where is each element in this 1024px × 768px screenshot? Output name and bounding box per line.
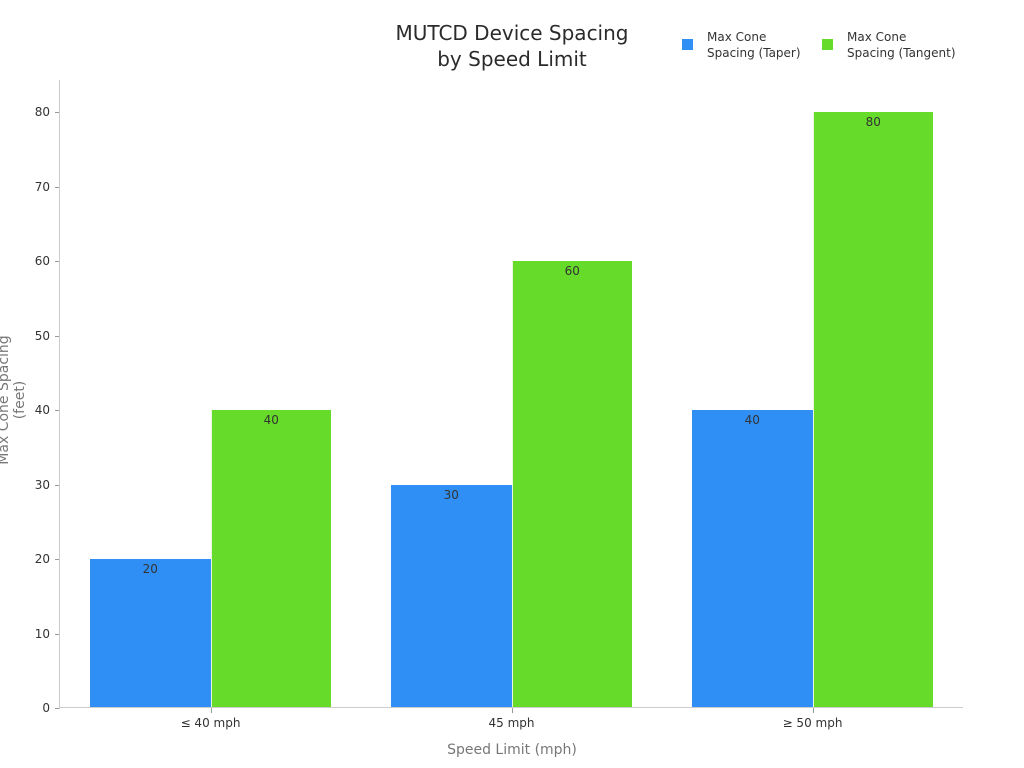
y-tick-label: 10 [34,626,50,641]
legend-label-taper: Max Cone Spacing (Taper) [707,30,801,60]
y-tick-label: 0 [42,701,50,715]
legend-swatch-tangent [822,39,833,50]
y-tick-mark [55,633,60,635]
x-tick-mark [511,708,513,713]
bar-tangent[interactable]: 60 [511,261,632,708]
bar-value-label: 40 [263,413,279,427]
y-tick-mark [55,335,60,337]
y-tick-label: 30 [34,477,50,492]
y-tick: 40 [0,403,60,417]
legend-swatch-taper [682,39,693,50]
y-tick: 70 [0,180,60,194]
y-tick: 50 [0,329,60,343]
x-axis-line [59,707,963,708]
y-tick-label: 60 [34,254,50,268]
y-tick-label: 50 [34,328,50,343]
bar-tangent[interactable]: 80 [812,112,933,708]
x-axis-title: Speed Limit (mph) [447,742,577,758]
y-tick-label: 40 [34,403,50,417]
y-tick: 10 [0,627,60,641]
y-axis-title: Max Cone Spacing (feet) [0,335,28,465]
y-tick-label: 80 [34,105,50,119]
y-tick-mark [55,186,60,188]
y-tick: 0 [0,701,60,715]
bar-taper[interactable]: 40 [692,410,813,708]
legend-item-taper[interactable]: Max Cone Spacing (Taper) [682,29,801,61]
chart-title: MUTCD Device Spacing by Speed Limit [362,20,662,72]
y-tick-mark [55,708,60,709]
y-tick: 80 [0,105,60,119]
x-tick-mark [210,708,212,713]
legend-label-tangent: Max Cone Spacing (Tangent) [847,30,956,60]
legend-item-tangent[interactable]: Max Cone Spacing (Tangent) [822,29,956,61]
bar-tangent[interactable]: 40 [210,410,331,708]
bar-taper[interactable]: 30 [391,484,512,708]
y-tick-label: 20 [34,552,50,566]
bar-value-label: 60 [564,264,580,278]
y-axis-line [59,80,60,709]
y-tick-mark [55,559,60,560]
y-tick-mark [55,484,60,486]
bar-value-label: 40 [744,413,760,427]
chart-title-line-1: MUTCD Device Spacing [395,21,629,45]
chart-title-line-2: by Speed Limit [437,47,587,71]
x-tick-mark [812,708,814,713]
y-tick-label: 70 [34,179,50,194]
y-tick: 30 [0,478,60,492]
y-tick: 60 [0,254,60,268]
bar-value-label: 30 [443,487,459,502]
bar-taper[interactable]: 20 [90,559,211,708]
x-tick-label: ≥ 50 mph [782,716,843,730]
x-tick-label: 45 mph [488,716,535,730]
y-tick-mark [55,261,60,262]
y-tick-mark [55,112,60,113]
y-tick: 20 [0,552,60,566]
bar-value-label: 80 [865,115,881,129]
y-tick-mark [55,410,60,411]
x-tick-label: ≤ 40 mph [180,716,241,730]
bar-value-label: 20 [142,562,158,576]
